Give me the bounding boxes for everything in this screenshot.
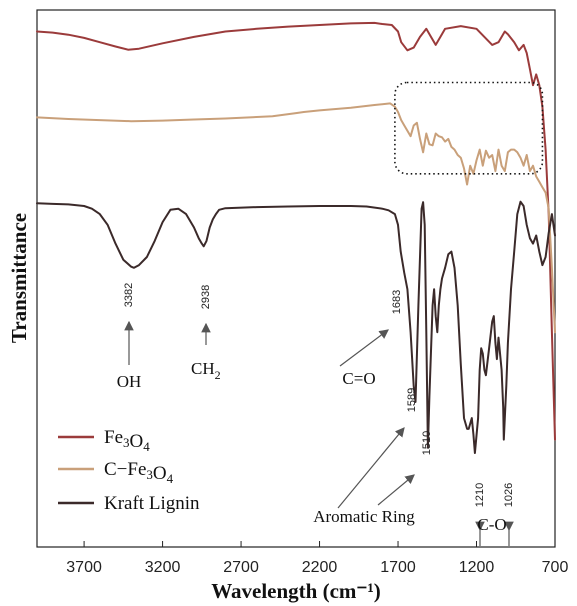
x-tick-label: 1700 xyxy=(380,559,416,576)
peak-label-2938: 2938 xyxy=(200,285,212,309)
y-axis-title: Transmittance xyxy=(7,213,31,343)
peak-arrow-1510 xyxy=(377,474,415,506)
peak-label-1210: 1210 xyxy=(474,483,486,507)
ch2-label-subscript: 2 xyxy=(215,368,221,382)
highlight-region xyxy=(394,81,544,175)
peak-label-1510: 1510 xyxy=(421,431,433,455)
peak-label-1026: 1026 xyxy=(503,483,515,507)
series-line-2 xyxy=(36,200,556,454)
peak-annotations: 3382 2938 1683 1589 1510 1210 1026 xyxy=(123,283,515,546)
legend-label-2: Kraft Lignin xyxy=(104,493,200,514)
x-tick-label: 3200 xyxy=(145,559,181,576)
legend-label-1: C−Fe3O4 xyxy=(104,459,174,486)
peak-label-3382: 3382 xyxy=(123,283,135,307)
legend-label-0: Fe3O4 xyxy=(104,427,150,454)
carbonyl-label: C=O xyxy=(342,369,375,388)
series-line-0 xyxy=(36,21,556,441)
x-tick-label: 2200 xyxy=(302,559,338,576)
peak-arrow-1683 xyxy=(339,329,389,367)
peak-arrow-1589 xyxy=(337,427,405,509)
spectrum-lines xyxy=(36,21,556,454)
oh-label: OH xyxy=(117,372,142,391)
highlight-box xyxy=(394,81,544,175)
plot-frame xyxy=(36,9,556,548)
x-axis-ticks: 3700 3200 2700 2200 1700 1200 700 xyxy=(66,541,568,576)
x-axis-title: Wavelength (cm⁻¹) xyxy=(211,579,381,603)
ch2-label-base: CH xyxy=(191,359,215,378)
peak-label-1589: 1589 xyxy=(406,388,418,412)
x-tick-label: 700 xyxy=(542,559,569,576)
functional-group-labels: OH CH2 C=O Aromatic Ring C-O xyxy=(117,359,507,534)
series-line-1 xyxy=(36,102,556,334)
x-tick-label: 3700 xyxy=(66,559,102,576)
legend: Fe3O4 C−Fe3O4 Kraft Lignin xyxy=(58,427,200,514)
aromatic-ring-label: Aromatic Ring xyxy=(313,507,415,526)
c-o-label: C-O xyxy=(477,515,506,534)
peak-label-1683: 1683 xyxy=(391,290,403,314)
x-tick-label: 1200 xyxy=(459,559,495,576)
ch2-label: CH2 xyxy=(191,359,221,382)
x-tick-label: 2700 xyxy=(223,559,259,576)
